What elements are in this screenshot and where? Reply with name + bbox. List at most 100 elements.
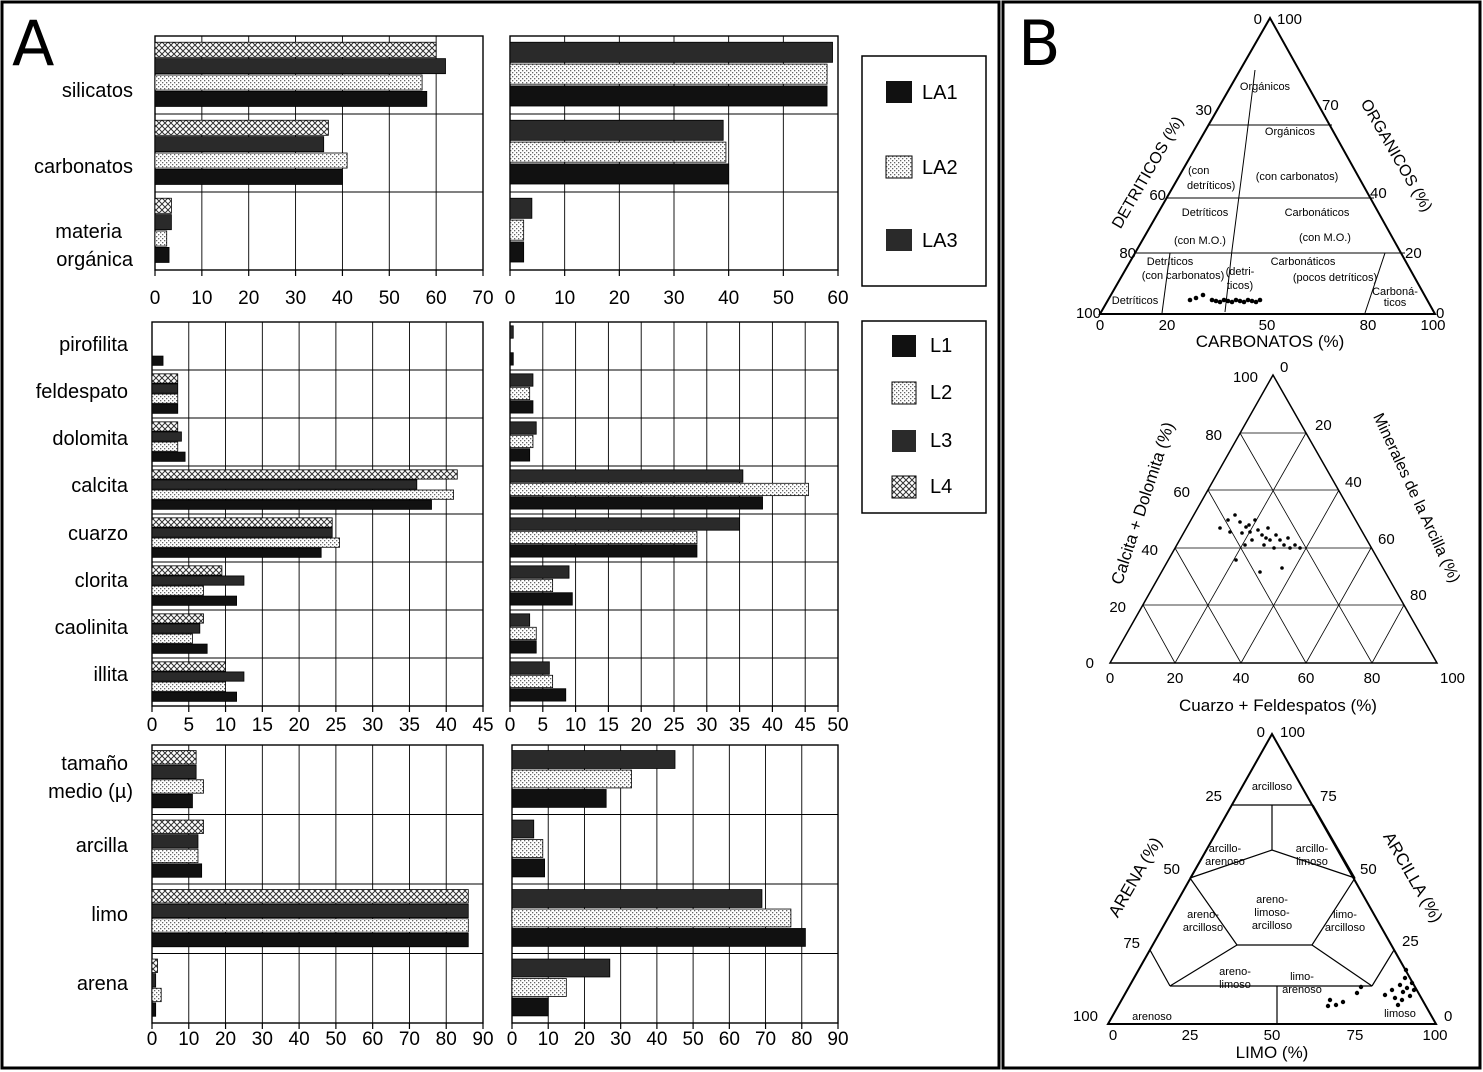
panel-a-frame [0, 0, 1001, 1070]
t3-reg-0: arcilloso [1252, 781, 1292, 793]
tick-label: 50 [379, 288, 400, 309]
bar-l3 [509, 517, 741, 531]
bar-la1 [154, 246, 170, 263]
tick-label: 80 [791, 1029, 812, 1050]
data-point [1262, 543, 1266, 547]
bar-l2 [511, 908, 792, 928]
data-point [1257, 297, 1263, 303]
bar-l2 [509, 530, 698, 545]
tick-label: 60 [827, 288, 848, 309]
t1-reg-8: (con M.O.) [1299, 232, 1351, 244]
data-point [1402, 975, 1408, 981]
bar-la1 [509, 85, 828, 107]
t3-reg-15: arenoso [1282, 984, 1322, 996]
data-point [1260, 533, 1264, 537]
t3-top100: 100 [1280, 724, 1305, 741]
tick-label: 15 [252, 715, 273, 736]
bar-l4 [151, 517, 333, 528]
bar-l3 [511, 750, 676, 769]
t2-b0: 0 [1106, 670, 1114, 687]
legend-mid: L1 L2 L3 L4 [861, 320, 987, 514]
bar-la1 [509, 163, 730, 185]
t3-top0: 0 [1257, 724, 1265, 741]
label-cuarzo: cuarzo [68, 523, 128, 545]
bar-chart-top-right: 0 10 20 30 40 50 60 [505, 35, 849, 309]
t3-l100: 100 [1073, 1008, 1098, 1025]
bar-l4 [151, 661, 226, 672]
t1-axis-bottom: CARBONATOS (%) [1196, 332, 1345, 351]
tick-label: 0 [505, 715, 516, 736]
ternary1-points [1187, 292, 1263, 305]
legend-swatch-la1 [886, 81, 912, 103]
t3-reg-4: limoso [1296, 856, 1328, 868]
plot-frame [151, 744, 484, 1024]
data-point [1240, 531, 1244, 535]
plot-frame [151, 321, 484, 707]
t3-b50: 50 [1264, 1027, 1281, 1044]
tick-label: 20 [238, 288, 259, 309]
bar-l4 [154, 41, 437, 58]
t3-b100: 100 [1422, 1027, 1447, 1044]
tick-label: 30 [362, 715, 383, 736]
t1-reg-9: Detríticos [1147, 256, 1194, 268]
bar-la3 [509, 197, 533, 219]
bar-l4 [151, 819, 204, 834]
tick-label: 30 [252, 1029, 273, 1050]
bar-l1 [151, 499, 432, 510]
bar-l2 [151, 489, 454, 500]
data-point [1409, 980, 1415, 986]
tick-label: 10 [554, 288, 575, 309]
data-point [1247, 523, 1251, 527]
bar-l3 [151, 575, 245, 586]
tick-label: 15 [598, 715, 619, 736]
t3-r50: 50 [1360, 861, 1377, 878]
data-point [1278, 538, 1282, 542]
t2-l0: 0 [1086, 655, 1094, 672]
bar-chart-top-left: 0 10 20 30 40 50 60 70 [150, 35, 494, 309]
bar-la1 [154, 168, 343, 185]
bar-l1 [509, 448, 531, 462]
tick-label: 20 [574, 1029, 595, 1050]
legend-swatch-l1 [892, 335, 916, 357]
bar-l2 [151, 633, 193, 644]
t1-reg-11: (detri- [1226, 266, 1255, 278]
data-point [1293, 543, 1297, 547]
tick-label: 0 [505, 288, 516, 309]
bar-la3 [154, 58, 446, 75]
bar-l4 [154, 197, 172, 214]
bar-l3 [511, 889, 763, 908]
tick-label: 35 [399, 715, 420, 736]
t2-top0: 0 [1280, 359, 1288, 376]
t3-b25: 25 [1182, 1027, 1199, 1044]
bar-la1 [509, 241, 525, 263]
bar-l3 [151, 973, 157, 988]
data-point [1229, 299, 1235, 305]
bar-l4 [151, 469, 458, 480]
data-point [1288, 546, 1292, 550]
bar-l3 [151, 671, 245, 682]
data-point [1243, 543, 1247, 547]
legend-swatch-l2 [891, 381, 917, 405]
bar-l3 [511, 958, 611, 978]
tick-label: 80 [436, 1029, 457, 1050]
label-pirofilita: pirofilita [59, 334, 129, 356]
t1-reg-10: (con carbonatos) [1142, 270, 1225, 282]
bar-charts: 0 10 20 30 40 50 60 70 0 10 20 30 40 50 600 5 10 15 20 25 30… [147, 35, 849, 1050]
tick-label: 20 [215, 1029, 236, 1050]
bar-l4 [154, 119, 329, 136]
t3-reg-12: areno- [1219, 966, 1251, 978]
panel-b-frame [1001, 0, 1482, 1070]
t1-b20: 20 [1159, 317, 1176, 334]
tick-label: 40 [718, 288, 739, 309]
legend-label-la3: LA3 [922, 230, 958, 252]
bar-l1 [509, 640, 537, 654]
mid-labels: pirofilita feldespato dolomita calcita c… [36, 334, 129, 686]
data-point [1256, 528, 1260, 532]
ternary-minerales [1108, 373, 1439, 664]
bar-l2 [509, 674, 554, 689]
data-point [1266, 526, 1270, 530]
bar-l1 [509, 496, 763, 510]
t1-reg-12: ticos) [1227, 280, 1253, 292]
bar-la3 [154, 136, 325, 153]
legend-label-la1: LA1 [922, 82, 958, 104]
